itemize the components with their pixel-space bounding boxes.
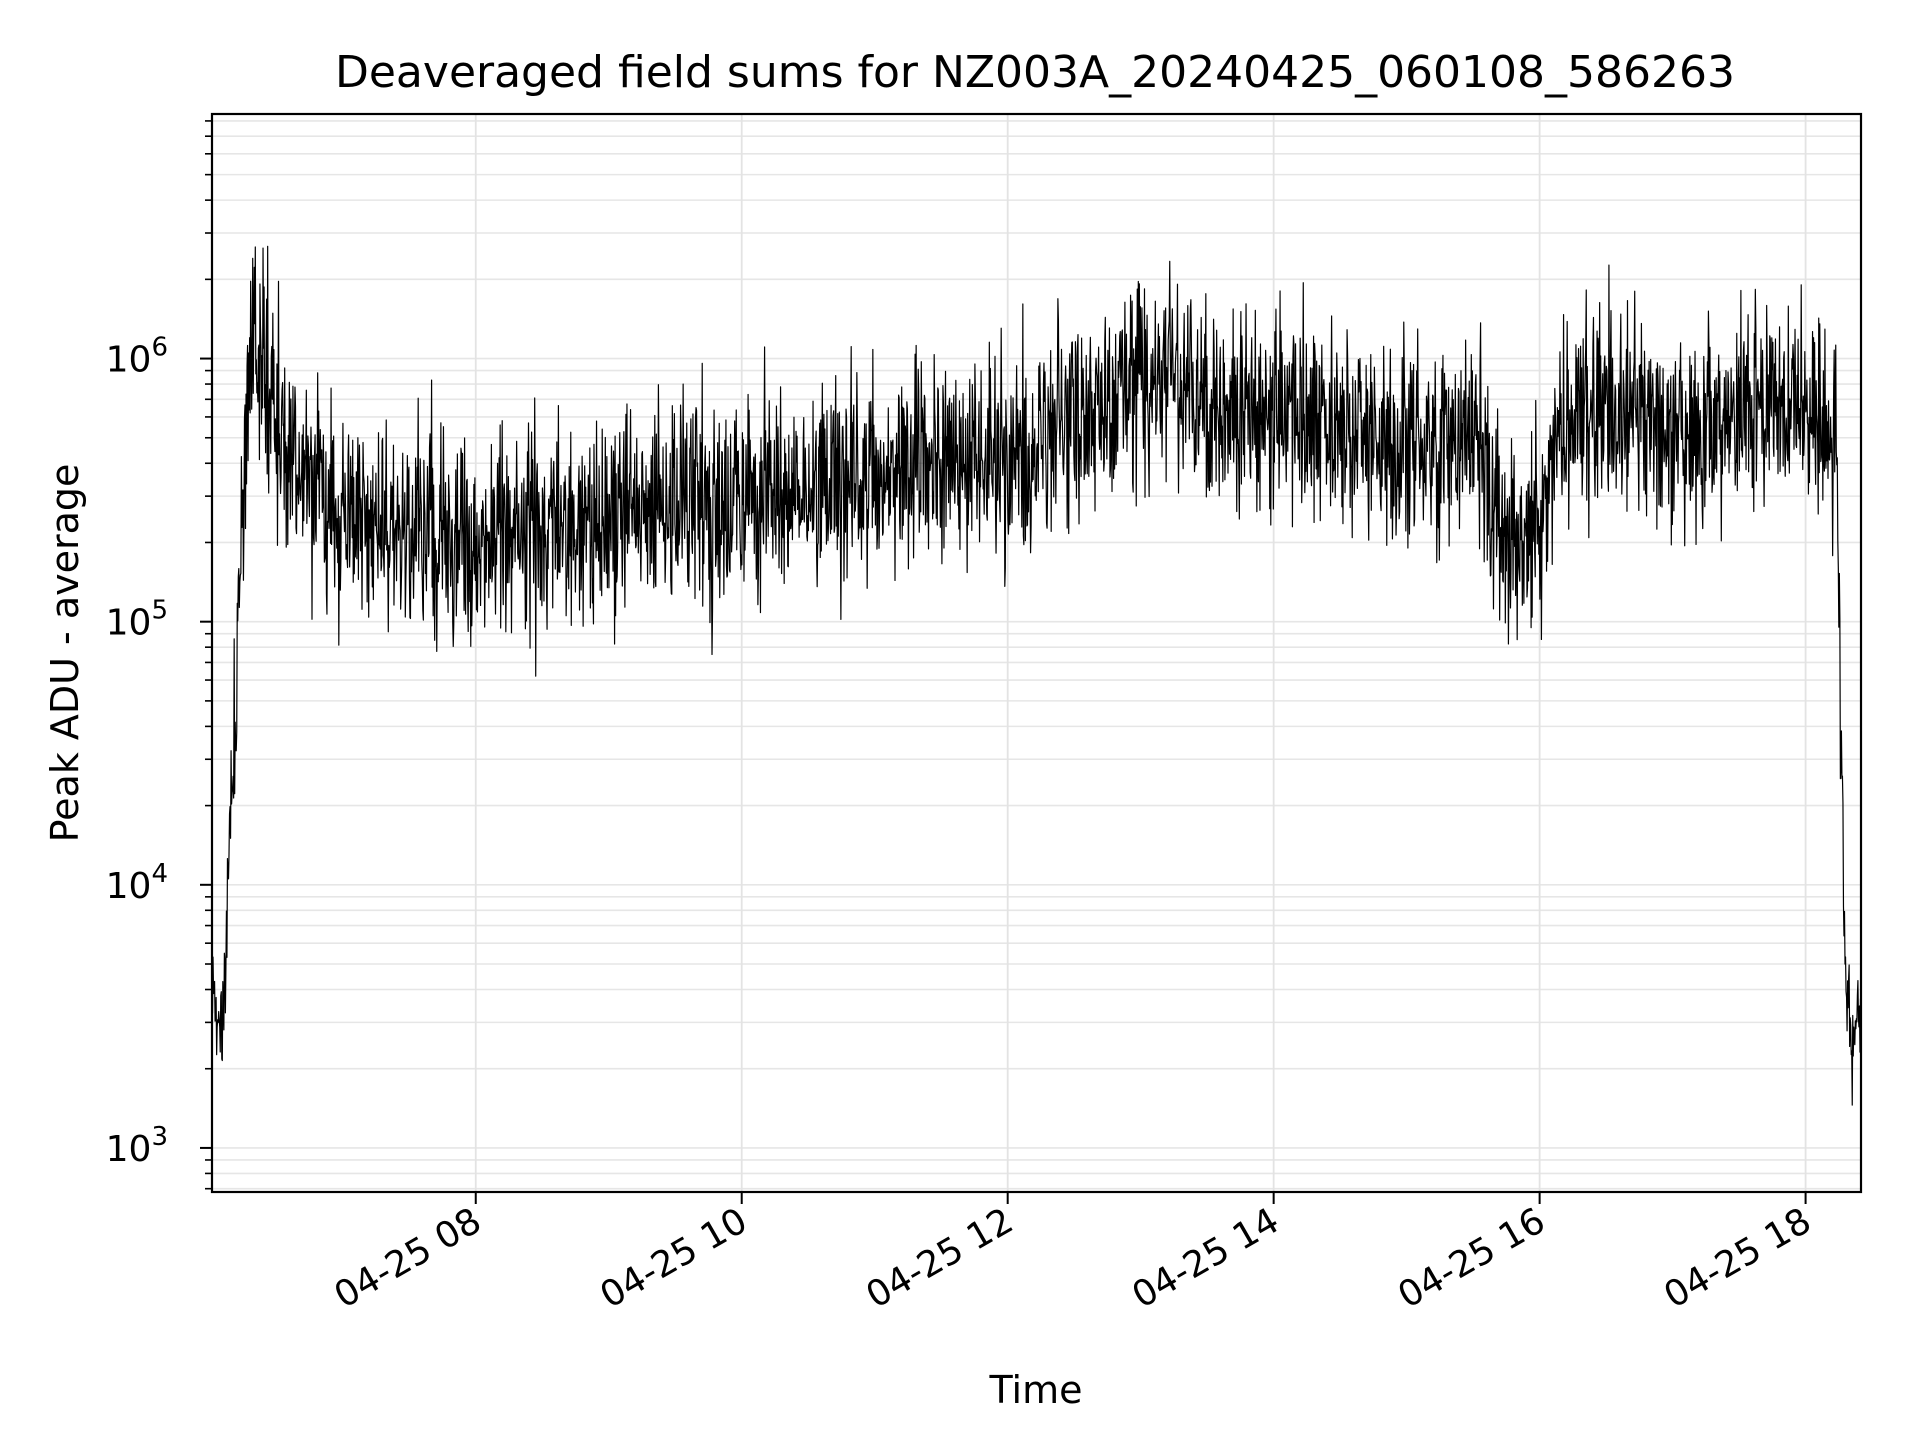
series-line	[211, 245, 1862, 1106]
y-tick-label: 103	[106, 1122, 168, 1170]
y-axis-label: Peak ADU - average	[43, 464, 87, 843]
x-axis-label: Time	[989, 1368, 1083, 1412]
series-layer	[211, 245, 1862, 1106]
chart-title: Deaveraged field sums for NZ003A_2024042…	[335, 47, 1735, 98]
y-tick-label: 106	[106, 333, 168, 381]
y-axis: 103 104 105 106	[106, 120, 212, 1190]
y-tick-label: 105	[106, 596, 168, 644]
y-tick-label: 104	[106, 859, 168, 907]
plot-frame	[210, 112, 1863, 1194]
grid-layer	[212, 114, 1861, 1192]
